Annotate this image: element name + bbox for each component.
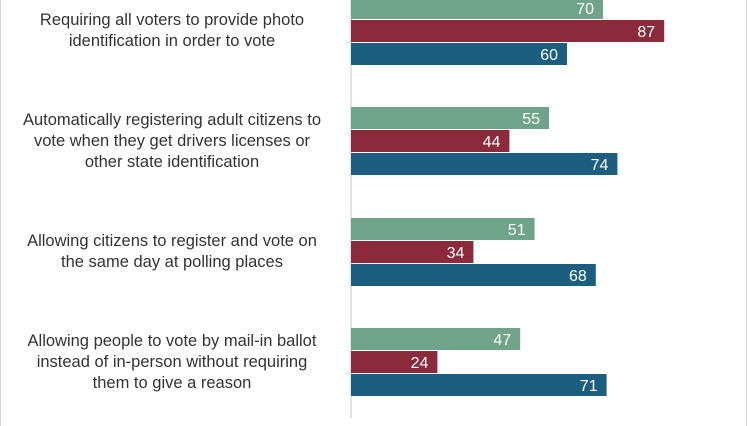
bar-value-label: 87 bbox=[637, 24, 655, 41]
category-label-line: identification in order to vote bbox=[68, 32, 276, 50]
bar-value-label: 34 bbox=[447, 245, 465, 262]
bar-value-label: 51 bbox=[508, 222, 526, 239]
bar-value-label: 74 bbox=[591, 157, 609, 174]
category-label: Allowing citizens to register and vote o… bbox=[5, 231, 339, 273]
category-label: Requiring all voters to provide photo ide… bbox=[5, 10, 339, 52]
category-label: Automatically registering adult citizens… bbox=[5, 110, 339, 173]
bar bbox=[351, 130, 510, 152]
category-label-line: Allowing citizens to register and vote o… bbox=[27, 232, 317, 250]
bar-value-label: 44 bbox=[483, 134, 501, 151]
bar bbox=[351, 264, 596, 286]
bar bbox=[351, 43, 567, 65]
category-label-line: other state identification bbox=[84, 152, 260, 171]
bar bbox=[351, 107, 549, 129]
bar bbox=[351, 351, 438, 373]
bar-value-label: 24 bbox=[411, 355, 429, 372]
bar-value-label: 55 bbox=[522, 111, 540, 128]
bar bbox=[351, 20, 665, 42]
bar bbox=[351, 328, 521, 350]
category-label-line: Automatically registering adult citizens… bbox=[22, 110, 322, 129]
bar bbox=[351, 153, 618, 175]
bar-value-label: 68 bbox=[569, 268, 587, 285]
category-label-line: the same day at polling places bbox=[61, 253, 283, 271]
bar bbox=[351, 241, 474, 263]
category-label-line: Allowing people to vote by mail-in ballo… bbox=[27, 331, 317, 350]
bar bbox=[351, 374, 607, 396]
category-label-line: Requiring all voters to provide photo bbox=[39, 11, 305, 29]
category-label: Allowing people to vote by mail-in ballo… bbox=[5, 331, 339, 394]
category-label-line: them to give a reason bbox=[92, 373, 252, 392]
bar-value-label: 70 bbox=[576, 1, 594, 18]
bar bbox=[351, 0, 603, 19]
category-label-line: instead of in-person without requiring bbox=[36, 352, 308, 371]
bar-value-label: 71 bbox=[580, 378, 598, 395]
category-label-line: vote when they get drivers licenses or bbox=[33, 131, 311, 150]
bar-value-label: 47 bbox=[493, 332, 511, 349]
bar-value-label: 60 bbox=[540, 47, 558, 64]
bar bbox=[351, 218, 535, 240]
